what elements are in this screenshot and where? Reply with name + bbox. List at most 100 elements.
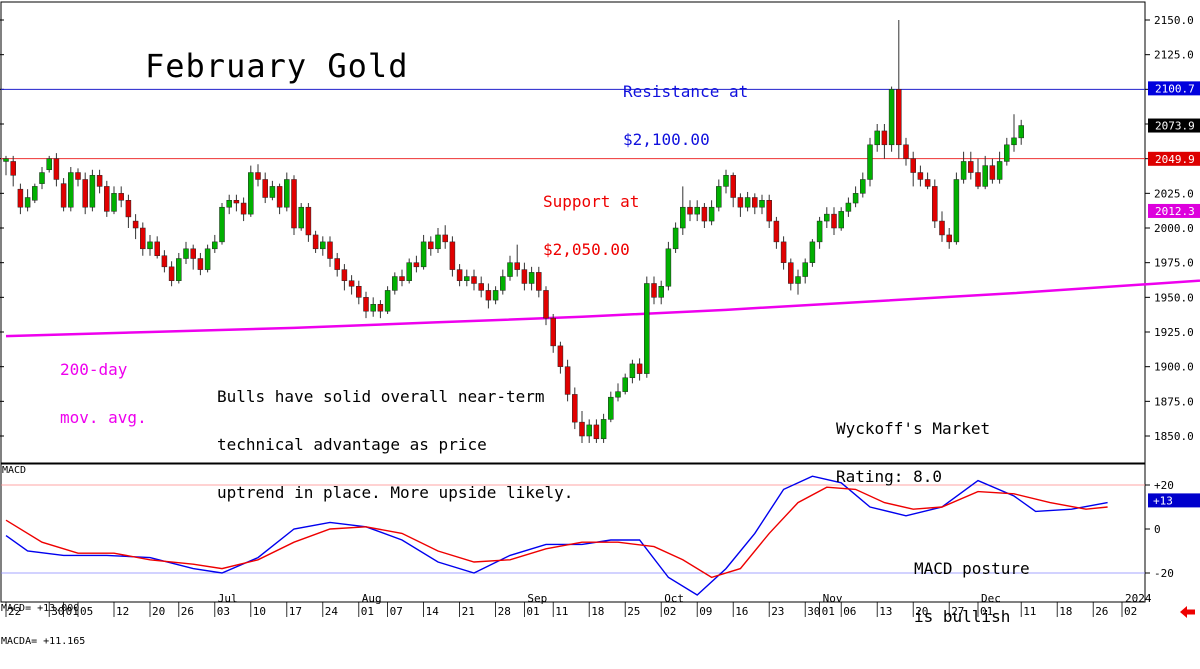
candle-down — [75, 172, 81, 180]
candle-down — [687, 206, 693, 215]
time-axis-day-label: 02 — [663, 605, 676, 617]
candle-down — [140, 227, 146, 250]
candle-up — [269, 186, 276, 198]
candle-up — [68, 172, 74, 208]
candle-up — [219, 206, 225, 243]
candle-up — [24, 197, 31, 208]
resistance-label: Resistance at $2,100.00 — [623, 52, 748, 180]
macd-axis-label: 0 — [1154, 523, 1161, 536]
time-axis-month-label: Nov — [823, 592, 843, 605]
macd-panel-title: MACD — [2, 465, 27, 476]
candle-up — [708, 206, 715, 222]
price-axis-label: 1925.0 — [1154, 326, 1194, 339]
time-axis-day-label: 22 — [8, 605, 21, 617]
commentary-line1: Bulls have solid overall near-term — [217, 387, 545, 406]
time-axis-day-label: 18 — [591, 605, 604, 617]
candle-up — [111, 193, 117, 212]
price-axis-label: 2125.0 — [1154, 49, 1194, 62]
candle-up — [370, 304, 376, 312]
candle-down — [132, 220, 139, 229]
candle-down — [766, 200, 772, 222]
candle-up — [183, 248, 189, 259]
time-axis-day-label: 01 — [526, 605, 539, 617]
candle-up — [680, 206, 686, 229]
candle-down — [17, 188, 24, 208]
candle-up — [759, 200, 765, 208]
candle-up — [1011, 137, 1017, 146]
candle-up — [384, 290, 391, 312]
candle-up — [809, 241, 816, 263]
chart-title: February Gold — [145, 47, 409, 85]
candle-up — [838, 211, 844, 229]
candle-down — [60, 183, 67, 208]
macd-annotation-line1: MACD posture — [914, 559, 1030, 578]
candle-up — [46, 158, 52, 171]
candle-down — [557, 345, 564, 367]
price-tag-label: 2073.9 — [1155, 120, 1195, 133]
macd-annotation: MACD posture is bullish — [914, 529, 1030, 657]
candle-down — [291, 179, 297, 229]
time-axis-day-label: 27 — [951, 605, 964, 617]
candle-down — [636, 363, 643, 374]
candle-up — [420, 241, 427, 268]
candle-down — [471, 276, 477, 284]
time-axis-day-label: 16 — [735, 605, 748, 617]
candle-up — [1004, 144, 1010, 162]
candle-up — [852, 193, 859, 204]
time-axis-day-label: 20 — [152, 605, 165, 617]
time-axis-day-label: 28 — [498, 605, 511, 617]
time-axis-day-label: 11 — [1023, 605, 1036, 617]
candle-up — [248, 172, 254, 215]
candle-down — [903, 144, 909, 159]
price-axis-label: 1975.0 — [1154, 257, 1194, 270]
candle-up — [528, 272, 535, 284]
time-axis-day-label: 06 — [843, 605, 856, 617]
candle-down — [752, 197, 758, 208]
time-axis-day-label: 18 — [1059, 605, 1072, 617]
macd-panel-frame — [0, 463, 1146, 603]
candle-up — [824, 213, 830, 222]
time-axis-month-label: Dec — [981, 592, 1001, 605]
candle-up — [629, 363, 636, 379]
candle-down — [485, 290, 492, 301]
price-axis-label: 1850.0 — [1154, 430, 1194, 443]
candle-up — [492, 290, 499, 301]
macd-axis-label: -20 — [1154, 567, 1174, 580]
price-axis-label: 1875.0 — [1154, 395, 1194, 408]
macd-tag-label: +13 — [1153, 494, 1173, 507]
candle-down — [341, 269, 348, 281]
candle-up — [723, 175, 729, 187]
market-rating-line2: Rating: 8.0 — [836, 467, 942, 486]
time-axis-day-label: 20 — [915, 605, 928, 617]
candle-down — [730, 175, 736, 198]
time-axis-day-label: 01 — [361, 605, 374, 617]
candle-down — [975, 172, 981, 187]
time-axis-day-label: 10 — [253, 605, 266, 617]
candle-down — [910, 158, 916, 173]
price-tag — [1148, 203, 1200, 218]
candle-down — [521, 269, 528, 284]
candle-down — [190, 248, 196, 259]
candle-up — [665, 248, 672, 287]
candle-up — [298, 206, 304, 229]
candle-up — [507, 262, 513, 277]
candle-up — [204, 248, 211, 270]
candle-up — [960, 161, 967, 180]
commentary-line3: uptrend in place. More upside likely. — [217, 483, 574, 502]
macd-readout-macda: MACDA= +11.165 — [1, 636, 86, 647]
chart-window: 2150.02125.02100.02075.02050.02025.02000… — [0, 1, 1200, 647]
price-axis-label: 2150.0 — [1154, 14, 1194, 27]
candle-down — [356, 285, 362, 298]
candle-up — [435, 234, 441, 250]
price-tag — [1148, 81, 1200, 96]
price-tag — [1148, 151, 1200, 166]
candle-up — [3, 158, 9, 162]
candle-down — [305, 206, 312, 236]
time-axis-day-label: 07 — [390, 605, 403, 617]
left-arrow-icon[interactable] — [1180, 603, 1196, 618]
candle-up — [89, 175, 96, 208]
candle-down — [564, 366, 571, 395]
time-axis-month-label: Sep — [527, 592, 547, 605]
time-axis-day-label: 30 — [807, 605, 820, 617]
market-rating: Wyckoff's Market Rating: 8.0 — [836, 389, 990, 517]
